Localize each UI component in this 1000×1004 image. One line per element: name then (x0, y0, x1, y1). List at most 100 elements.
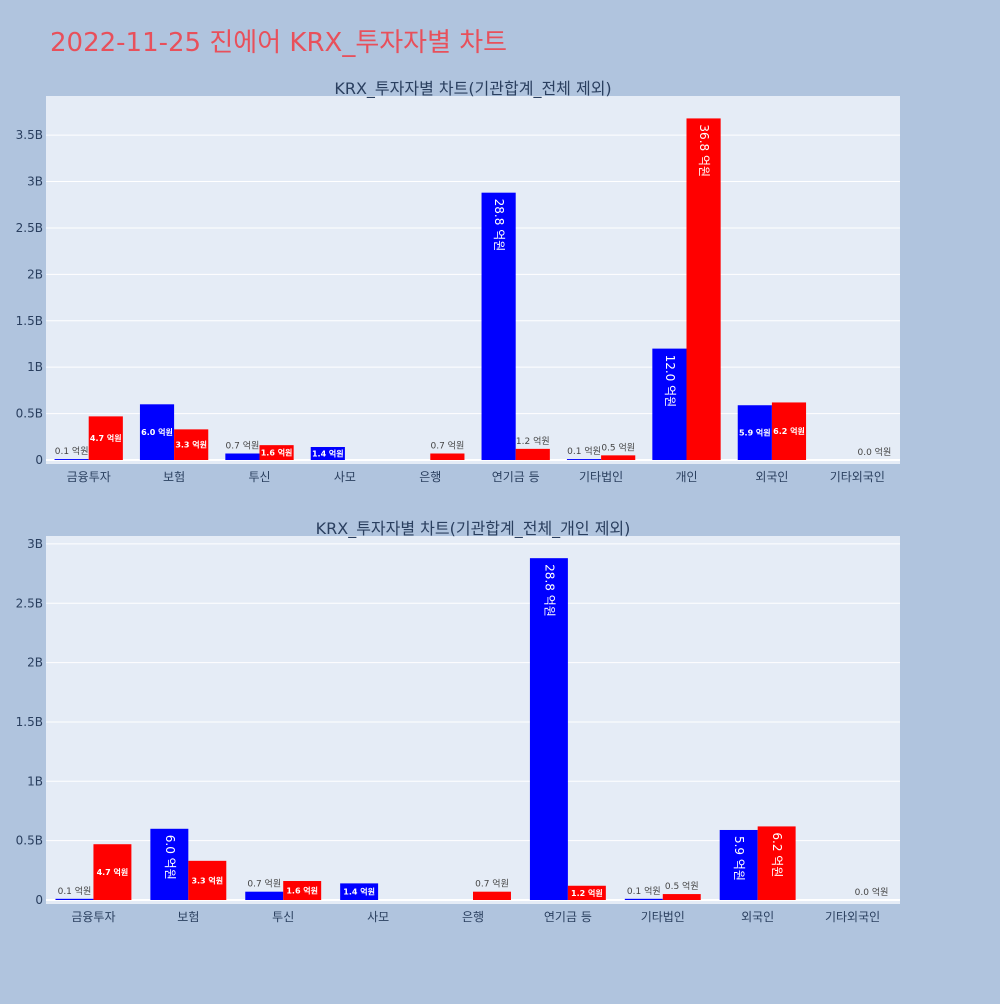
chart-2: 0 0.5B 1B 1.5B 2B 2.5B 3B KRX_투자자별 차트(기관합계_전체_개… (16, 519, 900, 924)
bar-value-label: 0.7 억원 (247, 878, 281, 890)
bar-value-label: 4.7 억원 (97, 867, 129, 877)
bar-sell (259, 445, 294, 460)
bar-sell (430, 453, 465, 460)
bar-value-label: 0.1 억원 (627, 885, 661, 897)
bar-sell (174, 429, 209, 460)
ytick-label: 2.5B (16, 596, 43, 610)
ytick-label: 3B (27, 537, 43, 551)
ytick-label: 3B (27, 175, 43, 189)
bar-sell (93, 844, 132, 900)
bar-buy (340, 883, 379, 900)
xtick-label: 개인 (675, 470, 697, 484)
xtick-label: 투신 (248, 470, 270, 484)
page-title: 2022-11-25 진에어 KRX_투자자별 차트 (50, 28, 508, 58)
bar-buy (225, 453, 260, 460)
bar-buy (652, 348, 687, 460)
xtick-label: 기타외국인 (825, 910, 880, 924)
bar-buy (566, 459, 602, 460)
ytick-label: 1B (27, 774, 43, 788)
ytick-label: 1.5B (16, 715, 43, 729)
ytick-label: 2.5B (16, 221, 43, 235)
xtick-label: 사모 (367, 910, 389, 924)
bar-value-label: 6.2 억원 (770, 832, 784, 877)
bar-value-label: 28.8 억원 (492, 199, 506, 252)
bar-value-label: 1.2 억원 (516, 435, 550, 447)
bar-value-label: 1.6 억원 (261, 448, 293, 458)
bar-value-label: 5.9 억원 (732, 836, 746, 881)
bar-sell (473, 891, 511, 900)
xtick-label: 기타외국인 (830, 470, 885, 484)
bar-sell (757, 826, 796, 900)
bar-value-label: 0.5 억원 (665, 880, 699, 892)
bar-value-label: 0.0 억원 (858, 446, 892, 458)
subplot-title: KRX_투자자별 차트(기관합계_전체 제외) (334, 79, 611, 99)
bar-value-label: 0.5 억원 (601, 441, 635, 453)
subplot-title: KRX_투자자별 차트(기관합계_전체_개인 제외) (316, 519, 631, 539)
plot-area (46, 96, 900, 464)
bar-sell (662, 894, 701, 900)
bar-buy (139, 404, 175, 460)
bar-sell (515, 448, 550, 460)
bar-sell (686, 118, 721, 461)
bar-buy (245, 891, 284, 900)
xtick-label: 연기금 등 (544, 910, 592, 924)
bar-sell (88, 416, 123, 460)
bar-value-label: 28.8 억원 (542, 564, 556, 617)
bar-sell (188, 860, 227, 900)
xtick-label: 은행 (419, 469, 441, 484)
bar-sell (771, 402, 807, 460)
bar-value-label: 0.7 억원 (226, 440, 260, 452)
bar-value-label: 0.7 억원 (475, 878, 509, 890)
bar-value-label: 0.0 억원 (855, 886, 889, 898)
bar-sell (601, 455, 636, 460)
bar-value-label: 5.9 억원 (739, 428, 771, 438)
ytick-label: 2B (27, 656, 43, 670)
bar-value-label: 6.2 억원 (773, 426, 805, 436)
xtick-label: 금융투자 (67, 470, 111, 484)
bar-value-label: 0.1 억원 (567, 445, 601, 457)
bar-value-label: 6.0 억원 (163, 835, 177, 880)
bar-sell (283, 881, 322, 900)
bar-buy (719, 829, 758, 900)
xtick-label: 보험 (163, 470, 185, 484)
bar-value-label: 0.1 억원 (55, 445, 89, 457)
ytick-label: 3.5B (16, 128, 43, 142)
chart-1: 0 0.5B 1B 1.5B 2B 2.5B 3B 3.5B KRX_투자자별 차트(기관합계_… (16, 79, 900, 484)
bar-buy (737, 405, 772, 460)
bar-value-label: 3.3 억원 (175, 440, 207, 450)
bar-buy (529, 558, 568, 900)
bar-value-label: 0.1 억원 (58, 885, 92, 897)
bar-value-label: 6.0 억원 (141, 427, 173, 437)
xtick-label: 사모 (334, 470, 356, 484)
bar-value-label: 1.4 억원 (312, 449, 344, 459)
xtick-label: 기타법인 (579, 470, 623, 484)
bar-value-label: 12.0 억원 (663, 355, 677, 408)
bar-value-label: 1.2 억원 (571, 888, 603, 898)
ytick-label: 1B (27, 360, 43, 374)
xtick-label: 은행 (462, 909, 484, 924)
bar-buy (481, 192, 516, 460)
ytick-label: 2B (27, 267, 43, 281)
bar-value-label: 4.7 억원 (90, 433, 122, 443)
bar-buy (150, 828, 189, 900)
bar-value-label: 1.4 억원 (343, 887, 375, 897)
xtick-label: 투신 (272, 910, 294, 924)
bar-buy (55, 898, 94, 900)
xtick-label: 외국인 (741, 910, 774, 924)
xtick-label: 보험 (177, 910, 199, 924)
bar-value-label: 3.3 억원 (191, 875, 223, 885)
ytick-label: 0.5B (16, 407, 43, 421)
ytick-label: 0.5B (16, 834, 43, 848)
bar-value-label: 36.8 억원 (697, 124, 711, 177)
bar-value-label: 0.7 억원 (431, 440, 465, 452)
ytick-label: 1.5B (16, 314, 43, 328)
xtick-label: 금융투자 (71, 910, 115, 924)
bar-buy (624, 898, 663, 900)
xtick-label: 연기금 등 (492, 470, 540, 484)
bar-sell (567, 885, 606, 900)
xtick-label: 외국인 (755, 470, 788, 484)
bar-buy (54, 459, 89, 460)
bar-buy (310, 447, 345, 460)
